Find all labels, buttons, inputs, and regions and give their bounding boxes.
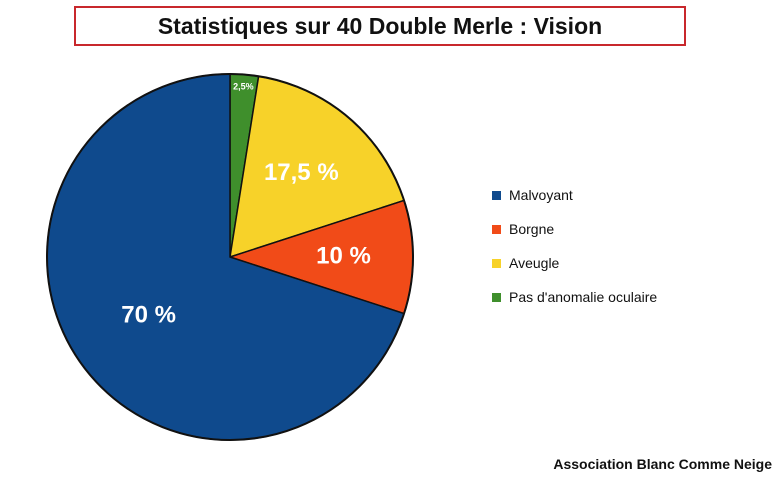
- legend-swatch-pas-anomalie: [492, 292, 501, 302]
- slice-label-borgne: 10 %: [316, 242, 371, 269]
- slice-label-pas-anomalie: 2,5%: [233, 82, 254, 92]
- legend-item-aveugle: Aveugle: [492, 251, 657, 275]
- chart-title: Statistiques sur 40 Double Merle : Visio…: [157, 12, 603, 39]
- legend-label-pas-anomalie: Pas d'anomalie oculaire: [509, 289, 658, 305]
- legend: Malvoyant Borgne Aveugle Pas d'anomalie …: [492, 183, 657, 319]
- legend-swatch-borgne: [492, 224, 501, 234]
- legend-item-pas-anomalie: Pas d'anomalie oculaire: [492, 285, 657, 309]
- pie-outline: [46, 73, 414, 441]
- slice-label-aveugle: 17,5 %: [264, 159, 339, 186]
- chart-title-box: Statistiques sur 40 Double Merle : Visio…: [74, 6, 686, 46]
- legend-item-malvoyant: Malvoyant: [492, 183, 657, 207]
- footer-credit: Association Blanc Comme Neige: [553, 456, 772, 472]
- legend-label-malvoyant: Malvoyant: [509, 187, 573, 203]
- slice-label-malvoyant: 70 %: [121, 302, 176, 329]
- legend-swatch-aveugle: [492, 258, 501, 268]
- legend-label-aveugle: Aveugle: [509, 255, 560, 271]
- legend-label-borgne: Borgne: [509, 221, 555, 237]
- legend-item-borgne: Borgne: [492, 217, 657, 241]
- legend-swatch-malvoyant: [492, 190, 501, 200]
